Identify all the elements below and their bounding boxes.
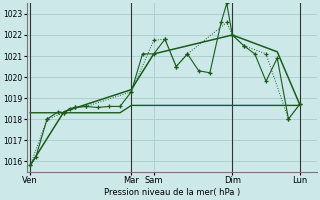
X-axis label: Pression niveau de la mer( hPa ): Pression niveau de la mer( hPa ): [104, 188, 240, 197]
